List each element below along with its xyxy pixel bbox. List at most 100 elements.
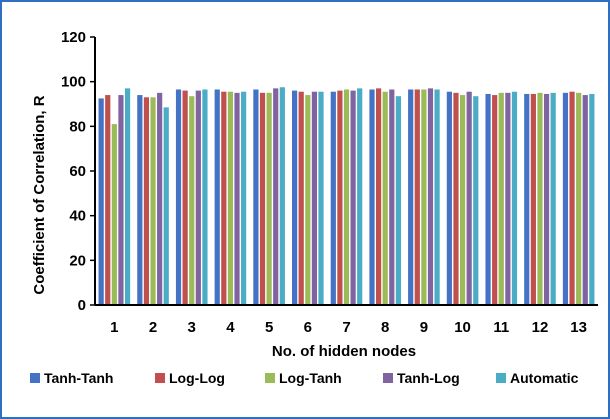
- bar-log-tanh-8: [382, 91, 388, 305]
- bar-tanh-tanh-1: [98, 98, 104, 306]
- bar-automatic-3: [202, 89, 208, 305]
- legend-swatch-automatic: [496, 373, 506, 383]
- legend-swatch-log-tanh: [265, 373, 275, 383]
- legend-label: Log-Tanh: [279, 370, 342, 386]
- x-tick-label: 5: [265, 319, 273, 336]
- bar-tanh-log-5: [273, 88, 279, 305]
- bar-tanh-log-8: [389, 89, 395, 305]
- bar-tanh-log-3: [195, 90, 201, 305]
- x-tick-label: 3: [188, 319, 196, 336]
- bars: [98, 87, 595, 306]
- x-tick-label: 12: [532, 319, 549, 336]
- legend-swatch-log-log: [155, 373, 165, 383]
- bar-log-log-5: [259, 92, 266, 305]
- bar-log-log-1: [105, 95, 111, 305]
- y-tick-label: 60: [69, 163, 86, 180]
- x-tick-label: 10: [454, 319, 471, 336]
- bar-tanh-tanh-5: [253, 89, 259, 305]
- bar-automatic-5: [279, 87, 285, 305]
- bar-log-tanh-13: [576, 92, 582, 305]
- y-tick-label: 80: [69, 118, 86, 135]
- bar-tanh-tanh-8: [369, 89, 375, 305]
- bar-tanh-tanh-12: [524, 93, 530, 305]
- bar-tanh-tanh-3: [175, 89, 182, 305]
- bar-log-tanh-5: [266, 92, 272, 305]
- x-tick-label: 4: [226, 319, 235, 336]
- legend: Tanh-Tanh Log-Log Log-Tanh Tanh-Log Automati…: [30, 370, 579, 386]
- bar-automatic-10: [473, 96, 479, 305]
- y-axis-ticks: 0 20 40 60 80 100 120: [61, 29, 95, 314]
- bar-log-log-9: [414, 89, 420, 305]
- bar-automatic-13: [589, 93, 595, 305]
- bar-log-tanh-7: [343, 89, 350, 305]
- bar-log-tanh-3: [189, 96, 195, 305]
- bar-tanh-tanh-6: [292, 90, 298, 305]
- bar-log-log-12: [530, 93, 536, 305]
- bar-automatic-6: [318, 91, 324, 305]
- bar-automatic-8: [395, 96, 401, 305]
- bar-log-log-13: [569, 91, 575, 305]
- legend-label: Tanh-Log: [397, 370, 460, 386]
- bar-log-tanh-10: [459, 95, 466, 305]
- bar-tanh-log-7: [350, 90, 356, 305]
- bar-automatic-12: [550, 92, 556, 305]
- y-tick-label: 120: [61, 29, 86, 46]
- bar-log-log-7: [337, 90, 343, 305]
- x-tick-label: 2: [149, 319, 157, 336]
- bar-tanh-tanh-11: [485, 93, 491, 305]
- bar-log-log-3: [182, 90, 188, 305]
- legend-label: Tanh-Tanh: [44, 370, 113, 386]
- x-axis-ticks: 1 2 3 4 5 6 7 8 9 10 11 12 13: [110, 319, 587, 336]
- bar-log-tanh-12: [537, 92, 543, 305]
- x-tick-label: 7: [342, 319, 350, 336]
- bar-tanh-log-10: [466, 91, 472, 305]
- bar-automatic-1: [124, 88, 131, 305]
- legend-label: Automatic: [510, 370, 579, 386]
- bar-log-log-10: [453, 92, 459, 305]
- legend-swatch-tanh-log: [383, 373, 393, 383]
- x-tick-label: 13: [570, 319, 587, 336]
- x-axis-title: No. of hidden nodes: [272, 343, 416, 360]
- bar-log-tanh-11: [498, 92, 504, 305]
- x-tick-label: 9: [420, 319, 428, 336]
- bar-tanh-tanh-10: [446, 91, 452, 305]
- x-tick-label: 11: [493, 319, 509, 336]
- axes: [94, 37, 598, 306]
- bar-tanh-tanh-4: [214, 89, 220, 305]
- bar-tanh-log-6: [311, 91, 318, 305]
- legend-label: Log-Log: [169, 370, 225, 386]
- bar-automatic-2: [163, 107, 169, 305]
- y-tick-label: 0: [78, 297, 86, 314]
- x-tick-label: 6: [304, 319, 312, 336]
- bar-log-log-4: [221, 91, 227, 305]
- bar-tanh-log-4: [234, 92, 240, 305]
- bar-automatic-7: [357, 88, 363, 305]
- bar-tanh-log-13: [582, 95, 588, 305]
- bar-log-log-11: [492, 95, 498, 305]
- bar-automatic-9: [434, 89, 440, 305]
- bar-tanh-log-12: [543, 93, 550, 305]
- bar-tanh-log-9: [427, 88, 434, 305]
- y-tick-label: 100: [61, 74, 86, 91]
- y-tick-label: 40: [69, 208, 86, 225]
- bar-log-log-6: [298, 91, 304, 305]
- bar-tanh-tanh-7: [330, 91, 336, 305]
- bar-automatic-11: [511, 91, 518, 305]
- bar-log-tanh-4: [227, 91, 234, 305]
- y-axis-title: Coefficient of Correlation, R: [31, 95, 48, 294]
- bar-log-tanh-1: [111, 124, 117, 305]
- bar-tanh-tanh-13: [562, 92, 569, 305]
- bar-tanh-tanh-9: [408, 89, 414, 305]
- y-tick-label: 20: [69, 252, 86, 269]
- bar-tanh-log-1: [118, 95, 124, 305]
- bar-log-tanh-6: [305, 95, 311, 305]
- bar-automatic-4: [241, 91, 247, 305]
- bar-log-log-8: [375, 88, 382, 305]
- bar-tanh-log-2: [157, 92, 163, 305]
- bar-log-tanh-2: [150, 97, 156, 305]
- bar-tanh-log-11: [505, 92, 511, 305]
- bar-tanh-tanh-2: [137, 95, 143, 305]
- bar-log-log-2: [143, 97, 150, 305]
- bar-log-tanh-9: [421, 89, 427, 305]
